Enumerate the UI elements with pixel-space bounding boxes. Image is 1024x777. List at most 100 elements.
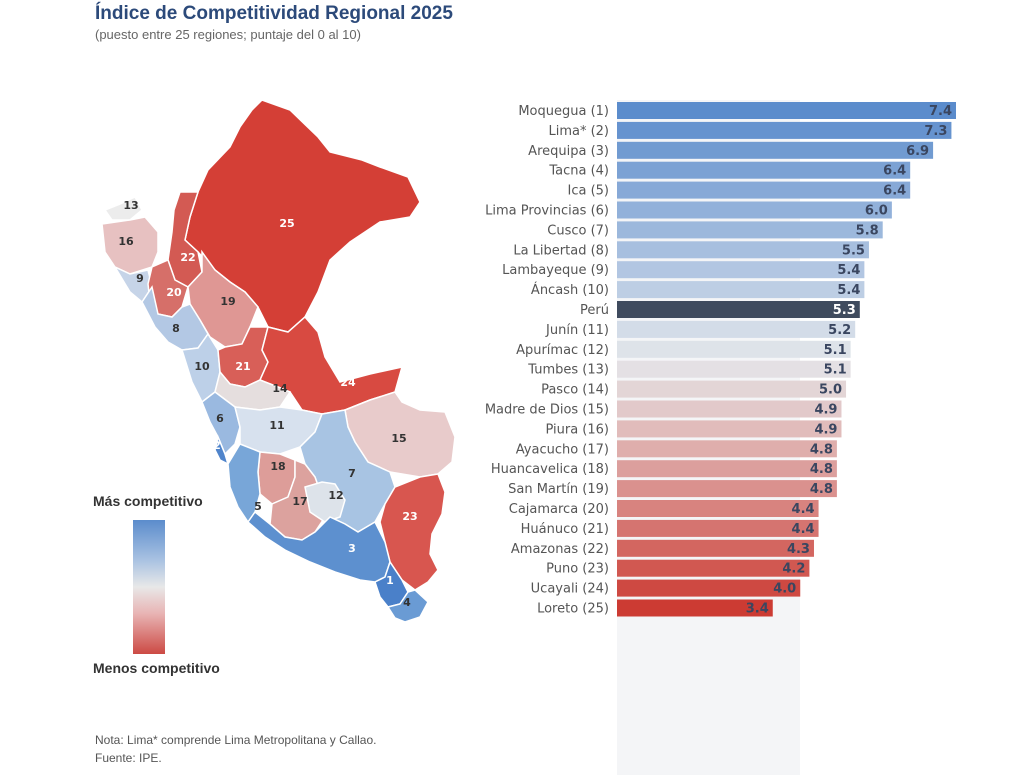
- map-label: 19: [220, 295, 235, 308]
- map-label: 11: [269, 419, 284, 432]
- category-label: Madre de Dios (15): [485, 403, 609, 418]
- value-label: 4.4: [792, 522, 815, 537]
- category-label: Ayacucho (17): [516, 442, 609, 457]
- map-label: 22: [180, 251, 195, 264]
- map-label: 16: [118, 235, 134, 248]
- map-label: 1: [386, 574, 394, 587]
- value-label: 4.9: [814, 403, 837, 418]
- value-label: 4.3: [787, 542, 810, 557]
- bar: [617, 420, 842, 438]
- map-label: 2: [213, 439, 221, 452]
- category-label: Perú: [580, 303, 609, 318]
- map-label: 21: [235, 360, 250, 373]
- value-label: 5.4: [837, 263, 860, 278]
- category-label: La Libertad (8): [513, 243, 609, 258]
- map-label: 8: [172, 322, 180, 335]
- value-label: 5.1: [824, 343, 847, 358]
- map-label: 6: [216, 412, 224, 425]
- bar: [617, 241, 869, 259]
- category-label: Junín (11): [545, 323, 609, 338]
- category-label: Cajamarca (20): [509, 502, 609, 517]
- bar: [617, 360, 851, 378]
- bar: [617, 340, 851, 358]
- map-region-piura: [101, 216, 159, 275]
- bar: [617, 121, 952, 139]
- value-label: 6.4: [883, 164, 906, 179]
- map-label: 9: [136, 272, 144, 285]
- value-label: 4.8: [810, 442, 833, 457]
- chart-subtitle: (puesto entre 25 regiones; puntaje del 0…: [95, 27, 361, 42]
- category-label: Tacna (4): [548, 164, 609, 179]
- bar: [617, 201, 892, 219]
- category-label: Huánuco (21): [521, 522, 609, 537]
- bar: [617, 181, 911, 199]
- category-label: Áncash (10): [531, 282, 609, 298]
- bar: [617, 539, 814, 557]
- source-note: Fuente: IPE.: [95, 751, 162, 765]
- category-label: Lima* (2): [548, 124, 609, 139]
- value-label: 7.4: [929, 104, 952, 119]
- value-label: 4.8: [810, 482, 833, 497]
- bar: [617, 102, 956, 119]
- map-region-puno: [379, 473, 446, 591]
- legend-low-label: Menos competitivo: [93, 660, 220, 676]
- value-label: 4.0: [773, 582, 796, 597]
- value-label: 6.9: [906, 144, 929, 159]
- category-label: Pasco (14): [541, 383, 609, 398]
- category-label: Loreto (25): [537, 602, 609, 617]
- map-label: 3: [348, 542, 356, 555]
- bar: [617, 141, 934, 159]
- category-label: Amazonas (22): [511, 542, 609, 557]
- value-label: 5.3: [833, 303, 856, 318]
- value-label: 5.4: [837, 283, 860, 298]
- value-label: 6.0: [865, 204, 888, 219]
- map-label: 12: [328, 489, 343, 502]
- map-label: 14: [272, 382, 288, 395]
- plot-background: [617, 100, 800, 775]
- category-label: Lima Provincias (6): [485, 204, 609, 219]
- value-label: 5.8: [856, 223, 879, 238]
- bar: [617, 400, 842, 418]
- legend-high-label: Más competitivo: [93, 493, 203, 509]
- bar: [617, 281, 865, 299]
- category-label: San Martín (19): [508, 482, 609, 497]
- map-label: 18: [270, 460, 285, 473]
- map-label: 4: [403, 596, 411, 609]
- category-label: Huancavelica (18): [491, 462, 609, 477]
- bar: [617, 380, 847, 398]
- map-region-ica: [227, 443, 261, 524]
- bar-peru: [617, 301, 860, 318]
- map-label: 13: [123, 199, 138, 212]
- category-label: Arequipa (3): [528, 144, 609, 159]
- map-region-arequipa: [247, 510, 391, 583]
- category-label: Cusco (7): [547, 223, 609, 238]
- category-label: Apurímac (12): [516, 343, 609, 358]
- map-label: 15: [391, 432, 406, 445]
- map-region-apurimac: [304, 481, 346, 523]
- bar: [617, 559, 810, 577]
- value-label: 5.2: [828, 323, 851, 338]
- value-label: 4.9: [814, 422, 837, 437]
- peru-region-map: 1234567891011121314151617181920212223242…: [101, 99, 456, 623]
- map-label: 23: [402, 510, 417, 523]
- chart-title: Índice de Competitividad Regional 2025: [95, 3, 453, 24]
- map-label: 10: [194, 360, 210, 373]
- map-region-la-libertad: [141, 285, 209, 351]
- value-label: 5.1: [824, 363, 847, 378]
- bar: [617, 221, 883, 239]
- bar: [617, 161, 911, 179]
- value-label: 5.5: [842, 243, 865, 258]
- bar: [617, 579, 801, 597]
- map-label: 20: [166, 286, 182, 299]
- map-label: 24: [340, 376, 356, 389]
- map-region-tumbes: [103, 196, 143, 221]
- map-region-tacna: [386, 589, 429, 623]
- map-region-lima-provincias: [201, 391, 241, 456]
- bar: [617, 500, 819, 517]
- map-label: 25: [279, 217, 294, 230]
- value-label: 4.2: [782, 562, 805, 577]
- bar: [617, 480, 837, 498]
- category-label: Ica (5): [568, 184, 610, 199]
- map-region-lima: [214, 434, 230, 466]
